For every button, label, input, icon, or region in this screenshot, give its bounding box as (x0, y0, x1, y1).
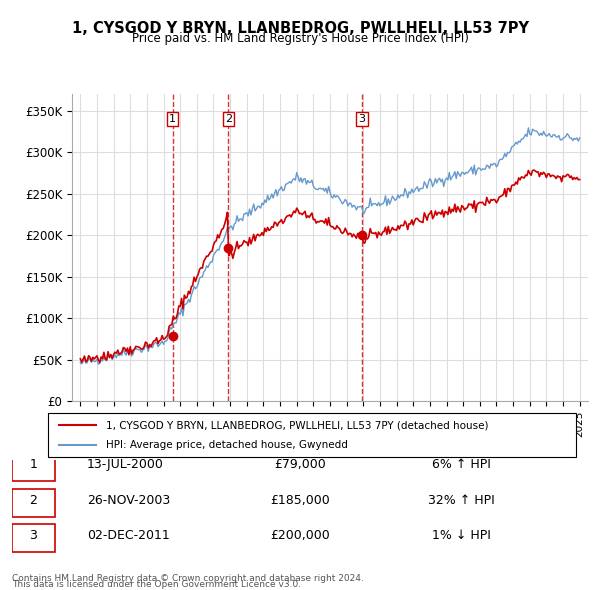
Text: Contains HM Land Registry data © Crown copyright and database right 2024.: Contains HM Land Registry data © Crown c… (12, 574, 364, 583)
Text: 1% ↓ HPI: 1% ↓ HPI (432, 529, 491, 542)
Text: 2: 2 (29, 494, 37, 507)
Text: 32% ↑ HPI: 32% ↑ HPI (428, 494, 494, 507)
Text: 1: 1 (169, 114, 176, 124)
Text: 1, CYSGOD Y BRYN, LLANBEDROG, PWLLHELI, LL53 7PY (detached house): 1, CYSGOD Y BRYN, LLANBEDROG, PWLLHELI, … (106, 421, 488, 430)
Text: 1, CYSGOD Y BRYN, LLANBEDROG, PWLLHELI, LL53 7PY: 1, CYSGOD Y BRYN, LLANBEDROG, PWLLHELI, … (71, 21, 529, 35)
FancyBboxPatch shape (12, 524, 55, 552)
Text: 3: 3 (29, 529, 37, 542)
Text: Price paid vs. HM Land Registry's House Price Index (HPI): Price paid vs. HM Land Registry's House … (131, 32, 469, 45)
FancyBboxPatch shape (48, 413, 576, 457)
Text: 02-DEC-2011: 02-DEC-2011 (87, 529, 170, 542)
FancyBboxPatch shape (12, 453, 55, 481)
Text: 6% ↑ HPI: 6% ↑ HPI (432, 458, 491, 471)
Text: £79,000: £79,000 (274, 458, 326, 471)
Text: £200,000: £200,000 (270, 529, 330, 542)
Text: 3: 3 (358, 114, 365, 124)
Text: 26-NOV-2003: 26-NOV-2003 (87, 494, 170, 507)
Text: 2: 2 (225, 114, 232, 124)
FancyBboxPatch shape (12, 489, 55, 517)
Text: This data is licensed under the Open Government Licence v3.0.: This data is licensed under the Open Gov… (12, 581, 301, 589)
Text: £185,000: £185,000 (270, 494, 330, 507)
Text: 13-JUL-2000: 13-JUL-2000 (87, 458, 164, 471)
Text: HPI: Average price, detached house, Gwynedd: HPI: Average price, detached house, Gwyn… (106, 440, 348, 450)
Text: 1: 1 (29, 458, 37, 471)
